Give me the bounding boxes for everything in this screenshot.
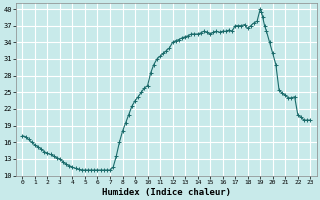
X-axis label: Humidex (Indice chaleur): Humidex (Indice chaleur) <box>102 188 231 197</box>
